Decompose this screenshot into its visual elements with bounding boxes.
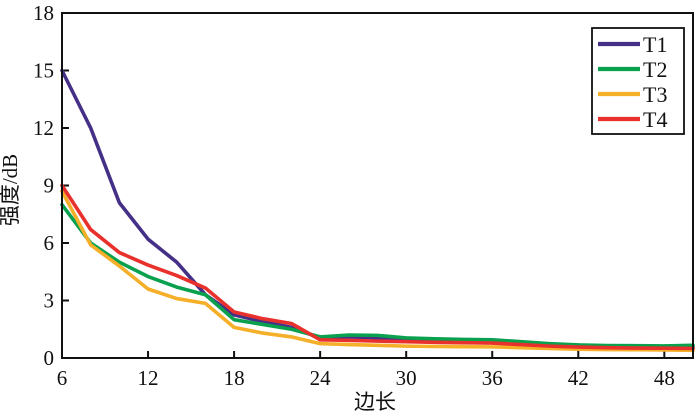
legend-label-T1: T1 — [643, 32, 667, 57]
y-tick-label: 9 — [44, 174, 55, 198]
legend-label-T4: T4 — [643, 107, 667, 132]
x-axis-label: 边长 — [354, 390, 396, 414]
x-tick-label: 36 — [482, 366, 503, 390]
legend-label-T2: T2 — [643, 57, 667, 82]
y-tick-label: 0 — [44, 346, 55, 370]
series-line-T4 — [60, 183, 695, 351]
y-tick-label: 15 — [33, 59, 54, 83]
legend-label-T3: T3 — [643, 82, 667, 107]
series-line-T2 — [60, 202, 695, 348]
x-tick-label: 6 — [57, 366, 68, 390]
plot-border — [61, 12, 694, 359]
x-tick-label: 24 — [310, 366, 332, 390]
series-line-T3 — [60, 189, 695, 353]
x-tick-label: 48 — [654, 366, 675, 390]
y-tick-label: 12 — [33, 116, 54, 140]
y-tick-label: 3 — [44, 289, 55, 313]
y-tick-label: 18 — [33, 1, 54, 25]
y-axis-label: 强度/dB — [0, 154, 22, 226]
x-tick-label: 12 — [138, 366, 159, 390]
y-tick-label: 6 — [44, 231, 55, 255]
x-tick-label: 42 — [568, 366, 589, 390]
x-tick-label: 18 — [224, 366, 245, 390]
x-tick-label: 30 — [396, 366, 417, 390]
